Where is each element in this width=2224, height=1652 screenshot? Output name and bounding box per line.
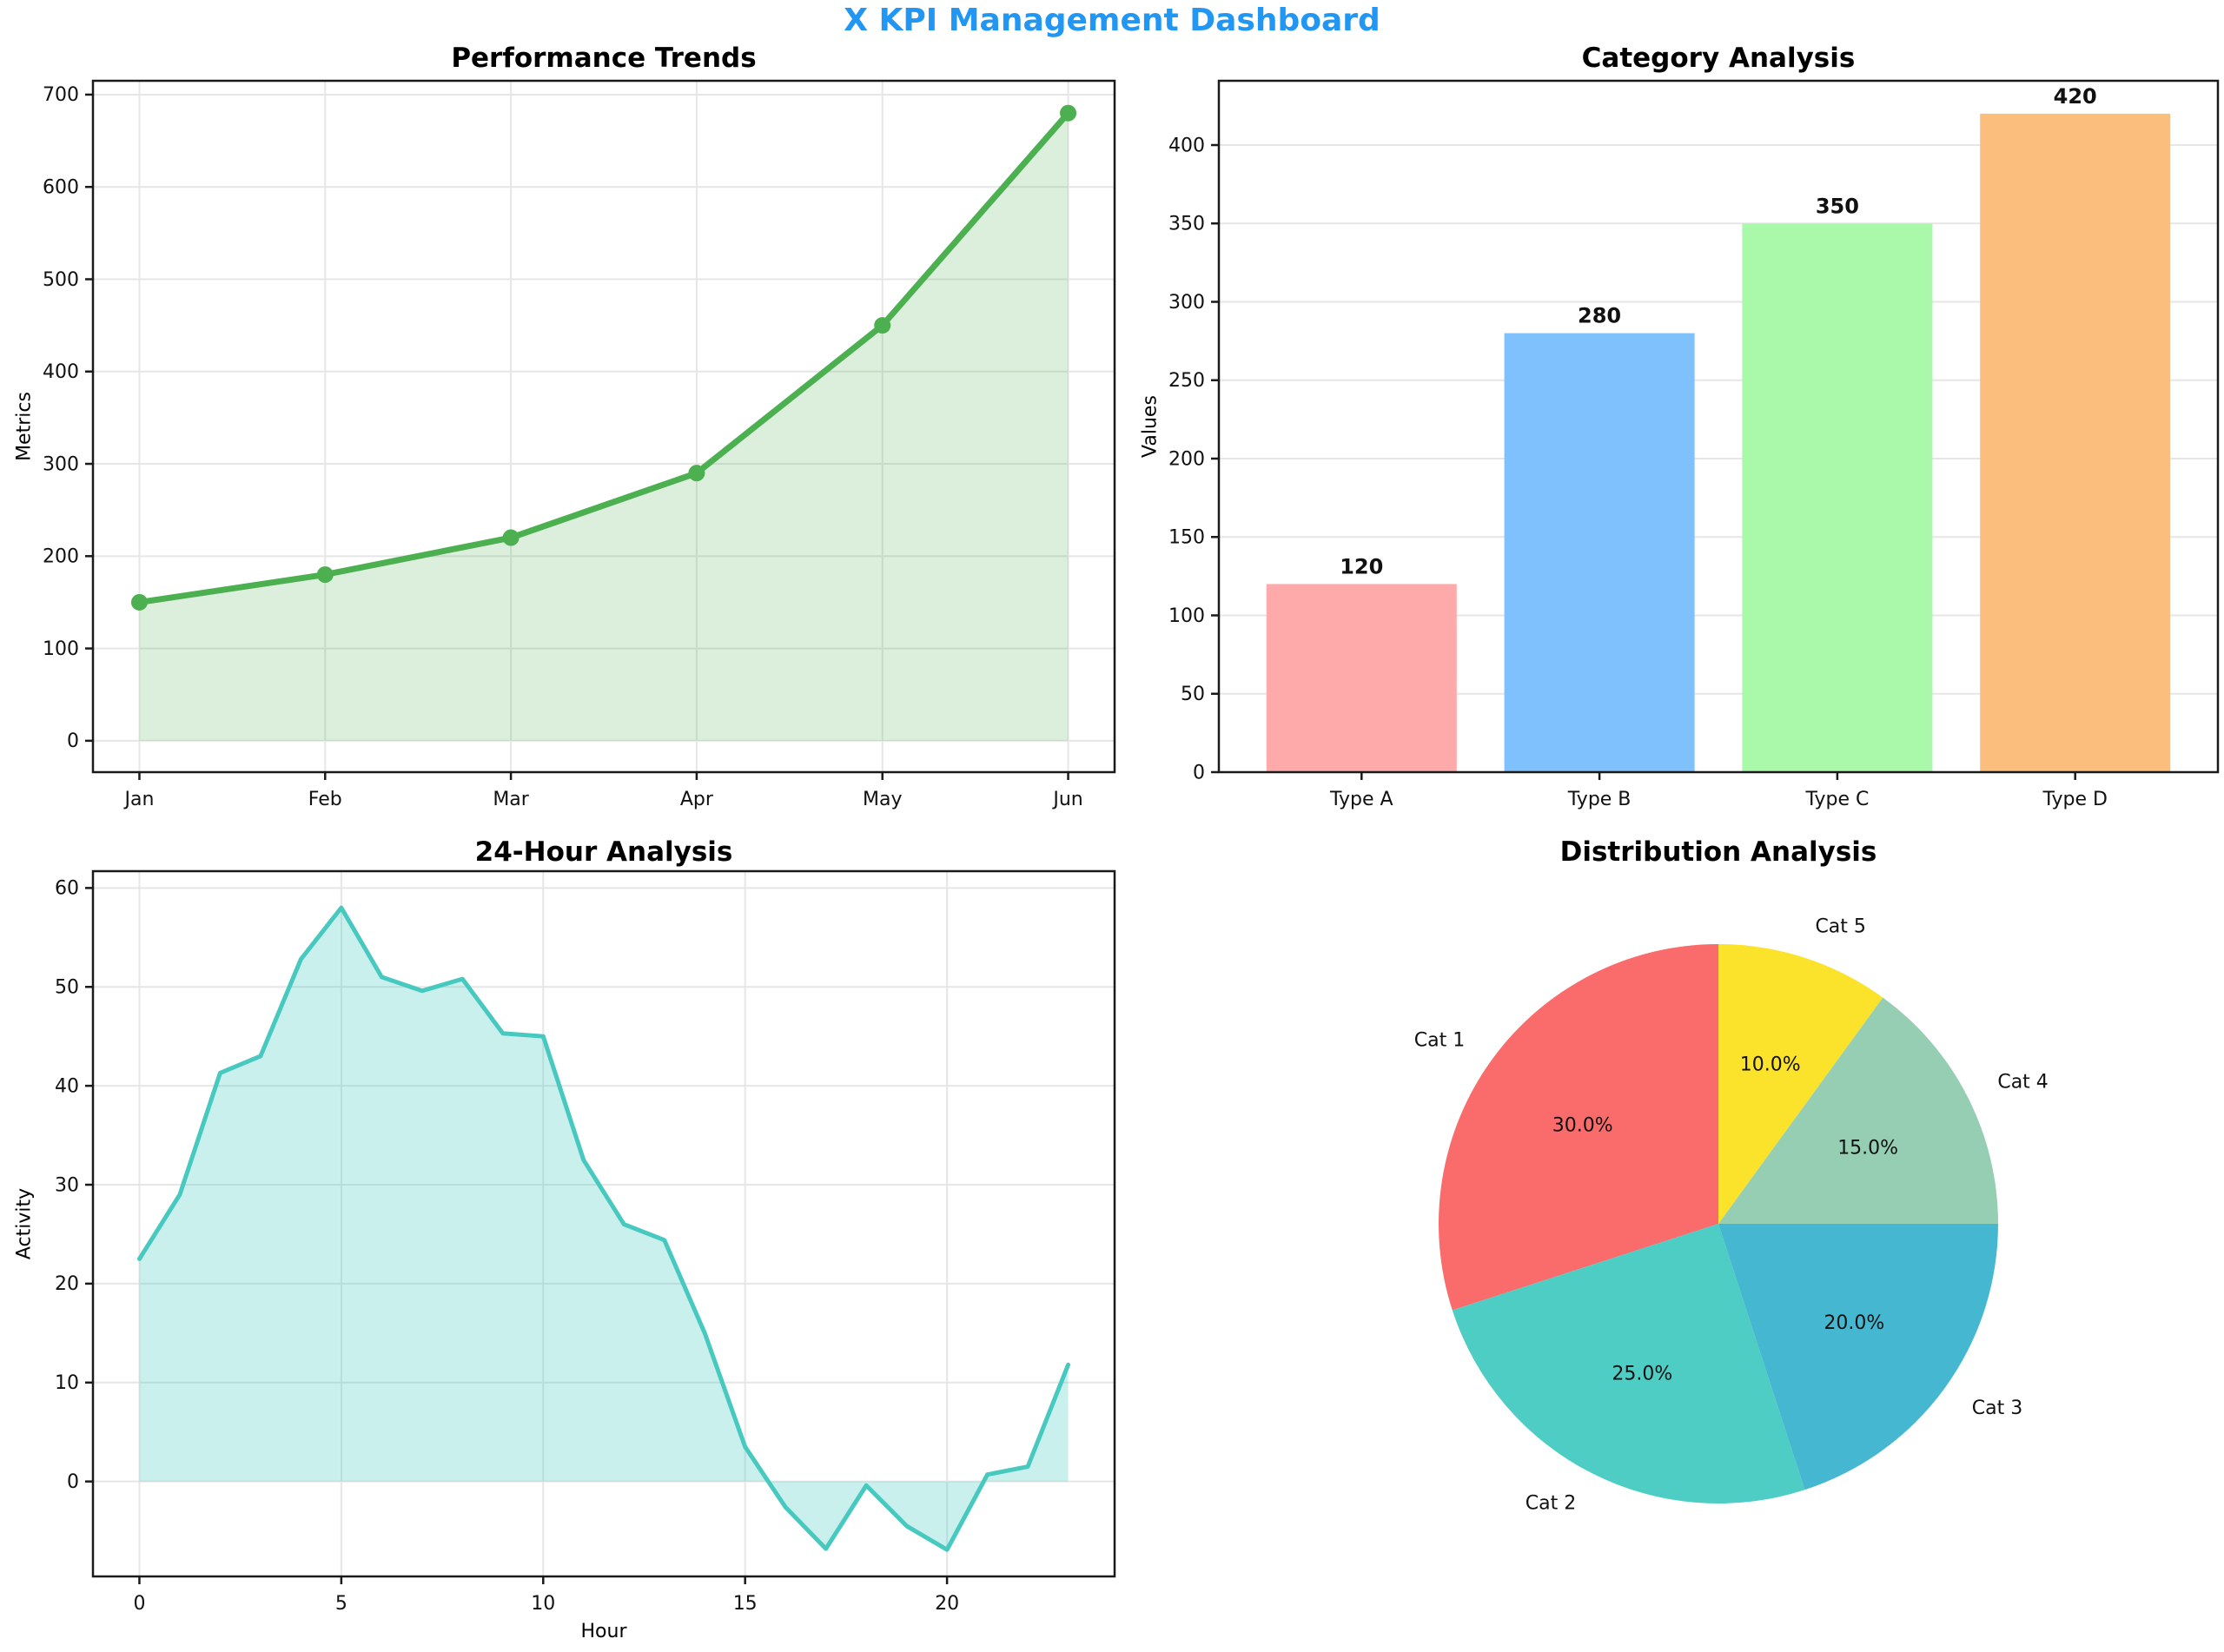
pie-percentage-label: 30.0% xyxy=(1552,1115,1613,1137)
pie-slice-cat-3 xyxy=(1718,1224,1998,1490)
dashboard-title: X KPI Management Dashboard xyxy=(844,3,1380,38)
y-tick-label: 50 xyxy=(1181,684,1205,705)
data-line xyxy=(136,905,1071,1552)
axes-spines xyxy=(1217,79,2220,774)
y-tick-label: 0 xyxy=(1193,762,1205,783)
y-tick-label: 100 xyxy=(1168,605,1205,627)
bar-type-b xyxy=(1504,333,1695,772)
chart-title-24-hour-analysis: 24-Hour Analysis xyxy=(474,836,733,868)
pie-slice-label: Cat 1 xyxy=(1414,1029,1465,1051)
area-fill xyxy=(139,908,1069,1550)
pie-percentage-label: 25.0% xyxy=(1612,1363,1672,1384)
x-tick-label: Mar xyxy=(493,789,529,810)
pie-percentage-label: 15.0% xyxy=(1837,1138,1898,1160)
data-point-marker xyxy=(130,593,148,611)
pie-slice-label: Cat 5 xyxy=(1815,915,1865,937)
24-hour-analysis-chart: 0 10 20 30 40 50 60 0 5 10 15 20 xyxy=(55,869,1116,1615)
x-tick-label: 5 xyxy=(335,1593,348,1615)
pie-slice-cat-5 xyxy=(1718,944,1883,1224)
y-tick-label: 350 xyxy=(1168,214,1205,235)
distribution-analysis-chart: Cat 1 30.0% Cat 2 25.0% Cat 3 20.0% Cat 4 15.0%… xyxy=(1414,915,2049,1515)
y-tick-label: 20 xyxy=(55,1273,79,1295)
chart-title-distribution-analysis: Distribution Analysis xyxy=(1559,836,1877,868)
y-tick-label: 40 xyxy=(55,1075,79,1097)
pie-slice-cat-4 xyxy=(1718,997,1998,1224)
y-tick-label: 50 xyxy=(55,977,79,999)
y-tick-label: 0 xyxy=(67,730,79,752)
x-tick-label: 15 xyxy=(733,1593,758,1615)
y-tick-label: 200 xyxy=(1168,448,1205,470)
y-tick-label: 400 xyxy=(1168,135,1205,156)
x-tick-label: Type D xyxy=(2042,789,2107,810)
x-tick-label: 20 xyxy=(935,1593,959,1615)
grid-lines xyxy=(93,81,1115,772)
tick-marks xyxy=(85,93,1069,780)
x-tick-label: Type B xyxy=(1567,789,1632,810)
x-tick-label: 10 xyxy=(531,1593,555,1615)
performance-trends-chart: 0 100 200 300 400 500 600 700 Jan Feb Mar Apr May Jun xyxy=(43,79,1116,810)
axes-spines xyxy=(91,869,1116,1578)
chart-title-performance-trends: Performance Trends xyxy=(451,43,757,74)
pie-slice-label: Cat 2 xyxy=(1526,1493,1576,1515)
chart-title-category-analysis: Category Analysis xyxy=(1581,43,1856,74)
y-tick-label: 700 xyxy=(43,84,79,106)
x-tick-label: May xyxy=(863,789,902,810)
data-point-marker xyxy=(874,317,891,334)
bar-value-label: 420 xyxy=(2054,84,2097,109)
category-analysis-chart: 120 280 350 420 0 50 100 150 200 250 300 350 400 Type… xyxy=(1168,79,2220,810)
x-tick-label: Jan xyxy=(122,789,154,810)
tick-marks xyxy=(1211,143,2076,780)
bar-type-a xyxy=(1266,584,1457,772)
pie-slice-cat-1 xyxy=(1439,944,1718,1311)
bar-value-label: 120 xyxy=(1340,554,1383,578)
bar-type-d xyxy=(1980,113,2171,772)
y-tick-label: 250 xyxy=(1168,370,1205,392)
pie-slice-label: Cat 3 xyxy=(1972,1398,2022,1419)
data-point-marker xyxy=(1060,104,1077,122)
y-tick-label: 100 xyxy=(43,638,79,660)
x-axis-label-hour: Hour xyxy=(580,1621,627,1642)
y-tick-label: 150 xyxy=(1168,527,1205,549)
data-line xyxy=(136,109,1072,605)
y-tick-label: 30 xyxy=(55,1174,79,1196)
y-tick-label: 0 xyxy=(67,1471,79,1493)
data-point-marker xyxy=(688,465,705,482)
x-tick-label: 0 xyxy=(133,1593,145,1615)
bar-value-label: 280 xyxy=(1578,304,1621,328)
y-tick-label: 60 xyxy=(55,878,79,900)
pie-slice-label: Cat 4 xyxy=(1997,1072,2048,1094)
y-tick-label: 300 xyxy=(1168,292,1205,314)
y-tick-label: 600 xyxy=(43,176,79,198)
y-tick-label: 10 xyxy=(55,1372,79,1394)
y-tick-label: 400 xyxy=(43,361,79,383)
y-tick-label: 500 xyxy=(43,269,79,291)
tick-marks xyxy=(85,887,949,1584)
area-fill xyxy=(139,113,1069,741)
grid-lines xyxy=(93,871,1115,1576)
x-tick-label: Feb xyxy=(308,789,342,810)
pie-percentage-label: 10.0% xyxy=(1740,1054,1801,1076)
axes-spines xyxy=(91,79,1116,774)
data-point-marker xyxy=(502,529,520,546)
x-tick-label: Jun xyxy=(1051,789,1082,810)
y-tick-label: 300 xyxy=(43,453,79,475)
bar-value-label: 350 xyxy=(1816,194,1859,218)
pie-slice-cat-2 xyxy=(1452,1224,1805,1503)
data-point-marker xyxy=(316,566,334,584)
pie-percentage-label: 20.0% xyxy=(1824,1312,1884,1334)
bar-type-c xyxy=(1742,223,1933,772)
y-tick-label: 200 xyxy=(43,546,79,568)
x-tick-label: Apr xyxy=(680,789,714,810)
x-tick-label: Type A xyxy=(1329,789,1393,810)
x-tick-label: Type C xyxy=(1804,789,1869,810)
